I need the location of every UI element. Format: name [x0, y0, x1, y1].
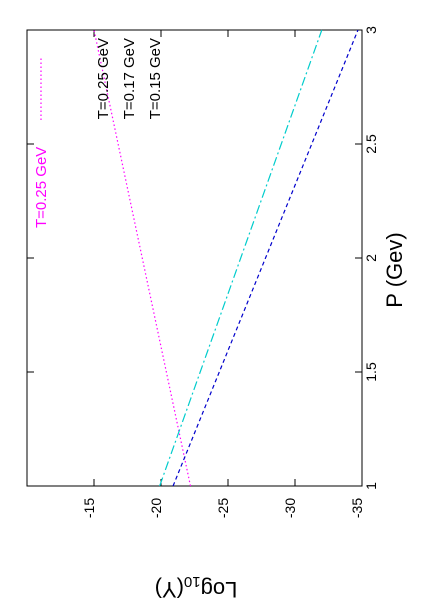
y-axis-label: Log10(Y)	[155, 574, 238, 600]
y-tick-label: -15	[81, 498, 97, 518]
p-tick-label: 2	[363, 254, 379, 262]
y-tick-label: -35	[349, 498, 365, 518]
y-tick-label: -20	[148, 498, 164, 518]
y-axis-label-arg: (Y)	[155, 577, 184, 600]
series-lines	[93, 29, 359, 487]
x-axis-label: P (Gev)	[382, 232, 407, 307]
annotations: T=0.25 GeV T=0.17 GeV T=0.15 GeV	[95, 38, 164, 119]
y-axis-label-sub: 10	[184, 574, 201, 591]
series-annotation: T=0.15 GeV	[147, 38, 164, 119]
series-annotation: T=0.25 GeV	[95, 38, 112, 119]
ticks: 1 1.5 2 2.5 3 -15 -20 -25 -30 -35	[27, 26, 379, 518]
series-line	[172, 29, 359, 487]
p-tick-label: 2.5	[363, 134, 379, 154]
p-tick-label: 3	[363, 26, 379, 34]
p-tick-label: 1.5	[363, 362, 379, 382]
y-tick-label: -25	[215, 498, 231, 518]
series-line	[159, 29, 323, 487]
plot-frame	[26, 29, 363, 487]
series-annotation: T=0.17 GeV	[121, 38, 138, 119]
legend-label: T=0.25 GeV	[33, 147, 50, 228]
y-axis-label-base: Log	[201, 577, 238, 600]
p-tick-label: 1	[363, 482, 379, 490]
series-line	[93, 29, 192, 487]
legend: T=0.25 GeV	[33, 58, 50, 228]
y-tick-label: -30	[282, 498, 298, 518]
